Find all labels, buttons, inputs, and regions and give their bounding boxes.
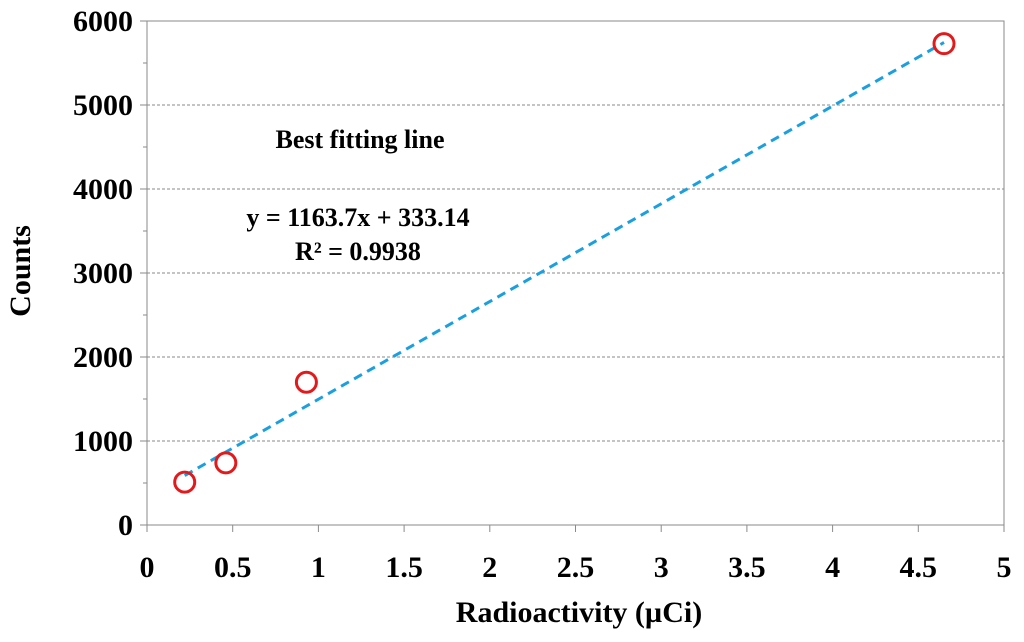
trendline-group: [183, 41, 945, 477]
x-tick-label: 3: [654, 551, 669, 584]
data-point: [173, 470, 197, 494]
x-tick-label: 1.5: [385, 551, 423, 584]
x-tick-label: 0.5: [214, 551, 252, 584]
r-squared: R² = 0.9938: [295, 237, 421, 266]
y-axis-title: Counts: [4, 225, 37, 317]
y-tick-label: 4000: [73, 173, 133, 206]
x-axis-title: Radioactivity (µCi): [456, 596, 702, 629]
grid-lines: [147, 104, 1004, 442]
x-tick-labels: 0 0.5 1 1.5 2 2.5 3 3.5 4 4.5 5: [140, 551, 1012, 584]
x-tick-label: 4.5: [900, 551, 938, 584]
y-tick-label: 2000: [73, 341, 133, 374]
x-tick-label: 3.5: [728, 551, 766, 584]
data-point: [932, 32, 956, 56]
x-tick-label: 4: [825, 551, 840, 584]
fit-caption: Best fitting line: [276, 125, 445, 154]
y-tick-label: 5000: [73, 89, 133, 122]
y-tick-label: 0: [118, 509, 133, 542]
x-tick-label: 2.5: [557, 551, 595, 584]
y-tick-label: 1000: [73, 425, 133, 458]
y-tick-label: 6000: [73, 5, 133, 38]
x-tick-label: 1: [311, 551, 326, 584]
y-tick-label: 3000: [73, 257, 133, 290]
data-point: [214, 451, 238, 475]
fit-equation: y = 1163.7x + 333.14: [246, 203, 469, 232]
plot-area-border: [146, 20, 1005, 526]
axes: [140, 20, 1005, 532]
y-tick-labels: 0 1000 2000 3000 4000 5000 6000: [73, 5, 133, 542]
x-tick-label: 5: [997, 551, 1012, 584]
trendline: [183, 41, 945, 477]
x-tick-label: 2: [482, 551, 497, 584]
data-point: [294, 370, 318, 394]
x-tick-label: 0: [140, 551, 155, 584]
data-points: [173, 32, 956, 494]
